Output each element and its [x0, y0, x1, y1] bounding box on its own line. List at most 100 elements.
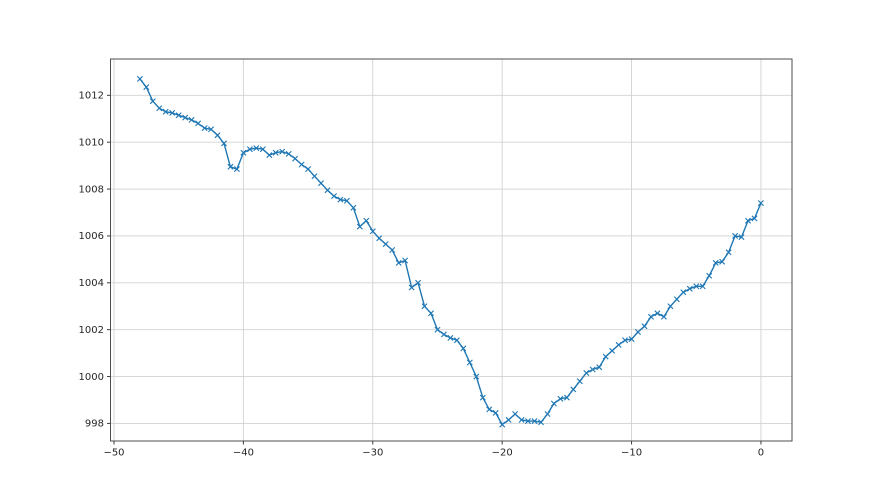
data-point-marker [745, 217, 751, 224]
data-point-marker [259, 146, 266, 153]
data-point-marker [654, 310, 661, 317]
data-point-marker [563, 394, 570, 401]
data-point-marker [738, 234, 745, 241]
data-point-marker [512, 411, 519, 417]
data-point-marker [402, 257, 409, 264]
data-point-marker [143, 84, 150, 91]
data-point-marker [550, 400, 557, 407]
data-point-marker [706, 272, 713, 279]
data-point-marker [266, 152, 273, 159]
data-point-marker [719, 258, 726, 265]
data-point-marker [162, 108, 169, 115]
data-point-marker [428, 310, 434, 317]
data-point-marker [673, 296, 680, 303]
data-point-marker [596, 364, 603, 371]
data-point-marker [434, 326, 441, 333]
data-point-marker [201, 125, 208, 132]
y-tick-label: 1010 [79, 137, 104, 148]
data-point-marker [602, 353, 609, 360]
data-point-marker [246, 146, 253, 153]
data-point-marker [538, 419, 544, 426]
data-point-marker [751, 215, 758, 222]
data-point-marker [331, 193, 337, 200]
data-point-marker [641, 323, 648, 330]
data-point-marker [356, 223, 363, 230]
data-point-marker [136, 75, 143, 82]
data-point-marker [363, 217, 370, 224]
data-point-marker [615, 341, 622, 348]
data-point-marker [285, 150, 292, 157]
data-point-marker [272, 149, 279, 156]
y-tick-label: 1006 [79, 231, 104, 242]
data-point-marker [609, 347, 616, 354]
data-point-marker [667, 303, 674, 310]
data-point-marker [369, 228, 376, 235]
y-tick-label: 1004 [79, 278, 104, 289]
data-point-marker [233, 166, 240, 173]
data-point-marker [421, 303, 428, 310]
data-point-marker [337, 196, 344, 203]
data-point-marker [712, 259, 719, 266]
data-point-marker [680, 289, 687, 296]
data-point-marker [589, 366, 596, 373]
data-point-marker [279, 148, 286, 155]
data-point-marker [505, 416, 512, 423]
y-tick-label: 1012 [79, 91, 104, 102]
y-tick-label: 1000 [79, 372, 104, 383]
data-point-marker [492, 409, 499, 416]
data-point-marker [583, 370, 590, 376]
data-point-marker [253, 145, 260, 152]
y-tick-label: 1002 [79, 325, 104, 336]
data-point-marker [628, 336, 635, 343]
x-tick-label: −30 [362, 448, 383, 459]
data-point-marker [660, 313, 667, 320]
data-point-marker [699, 283, 706, 290]
data-point-marker [725, 249, 732, 256]
data-point-marker [305, 166, 312, 173]
x-tick-label: −20 [492, 448, 513, 459]
data-point-marker [208, 126, 214, 133]
data-point-marker [415, 279, 422, 286]
data-point-marker [221, 140, 227, 147]
data-point-marker [499, 421, 506, 428]
data-point-marker [311, 173, 318, 180]
data-point-marker [376, 235, 383, 242]
data-point-marker [544, 411, 551, 417]
x-tick-label: −50 [103, 448, 124, 459]
data-point-marker [188, 116, 195, 123]
y-tick-label: 998 [85, 419, 104, 430]
plot-frame [110, 58, 793, 442]
data-point-marker [343, 197, 350, 204]
data-point-marker [447, 334, 454, 341]
data-point-marker [382, 241, 389, 248]
data-point-marker [757, 200, 764, 207]
data-point-marker [195, 120, 202, 127]
data-point-marker [576, 378, 583, 385]
data-point-marker [648, 313, 654, 320]
data-point-marker [518, 416, 525, 423]
data-point-marker [408, 284, 415, 291]
data-point-marker [240, 149, 247, 156]
data-point-marker [486, 406, 493, 413]
data-point-marker [570, 386, 577, 393]
data-point-marker [298, 161, 305, 168]
data-point-marker [214, 132, 221, 139]
data-point-marker [175, 112, 182, 119]
data-point-marker [389, 247, 396, 253]
data-point-marker [525, 418, 531, 425]
y-tick-label: 1008 [79, 184, 104, 195]
data-point-marker [531, 418, 538, 425]
data-point-marker [473, 373, 480, 380]
data-point-marker [395, 259, 402, 266]
data-point-marker [479, 394, 486, 401]
x-tick-label: −10 [621, 448, 642, 459]
data-point-marker [686, 285, 693, 292]
data-point-marker [318, 180, 324, 187]
data-point-marker [466, 359, 473, 366]
data-point-marker [350, 204, 357, 211]
data-point-marker [149, 98, 156, 105]
data-point-marker [182, 114, 189, 121]
data-line [139, 78, 762, 426]
